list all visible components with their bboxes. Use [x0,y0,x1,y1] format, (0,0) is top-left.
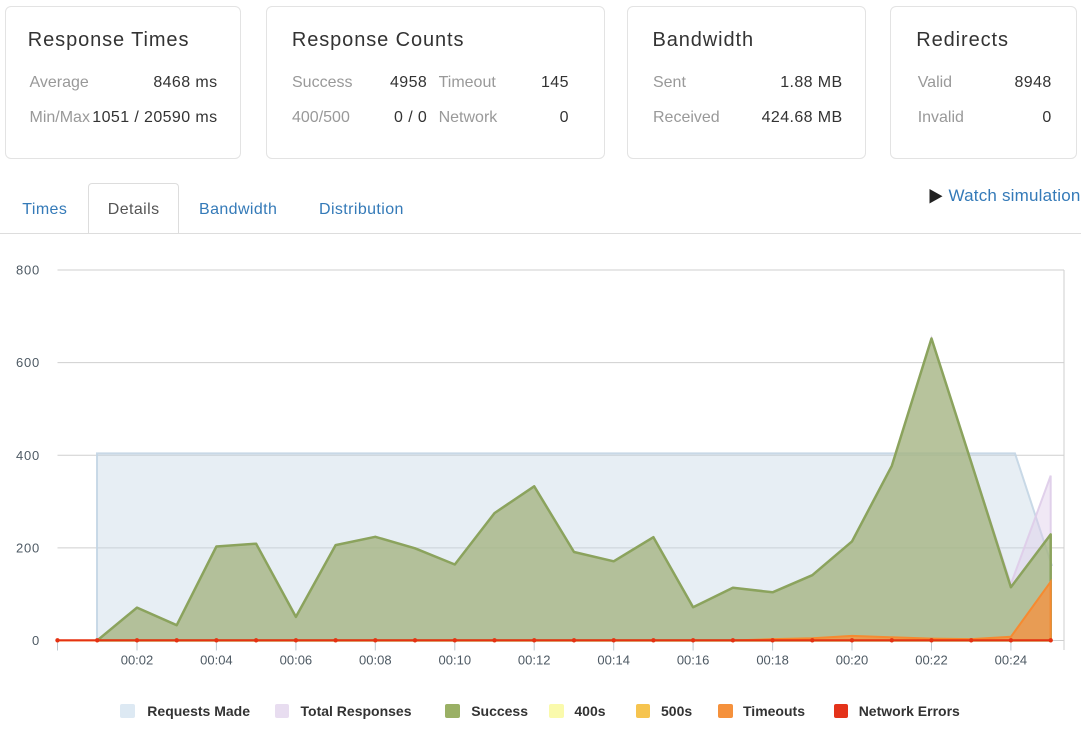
svg-text:00:18: 00:18 [756,652,789,667]
svg-text:00:24: 00:24 [995,652,1028,667]
svg-text:00:04: 00:04 [200,652,233,667]
svg-text:00:10: 00:10 [439,652,472,667]
svg-text:00:12: 00:12 [518,652,551,667]
svg-text:00:16: 00:16 [677,652,710,667]
svg-text:0: 0 [32,633,40,648]
svg-text:00:20: 00:20 [836,652,869,667]
svg-text:00:08: 00:08 [359,652,392,667]
svg-text:00:22: 00:22 [915,652,948,667]
svg-text:600: 600 [16,355,40,370]
svg-text:800: 800 [16,263,40,278]
svg-text:00:06: 00:06 [280,652,313,667]
svg-text:400: 400 [16,448,40,463]
svg-text:200: 200 [16,540,40,555]
svg-text:00:02: 00:02 [121,652,154,667]
svg-text:00:14: 00:14 [597,652,630,667]
